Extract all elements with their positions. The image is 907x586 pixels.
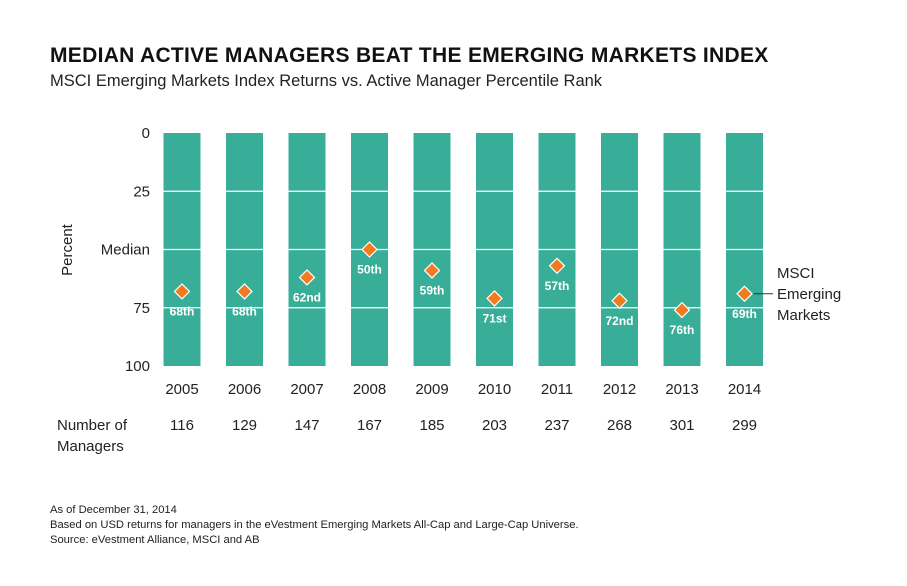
legend-label-line: Markets — [777, 307, 830, 324]
managers-count-2006: 129 — [232, 417, 257, 434]
legend-label-line: MSCI — [777, 265, 815, 282]
x-tick-label-2010: 2010 — [478, 381, 511, 398]
y-tick-label: 25 — [133, 183, 150, 200]
data-point-2010 — [486, 290, 503, 307]
y-axis-label: Percent — [59, 223, 76, 276]
data-point-2009 — [423, 262, 441, 279]
data-label-2011: 57th — [545, 279, 570, 293]
managers-count-2011: 237 — [544, 417, 569, 434]
footnote-date: As of December 31, 2014 — [50, 504, 177, 516]
managers-label: Managers — [57, 438, 124, 455]
y-ticks-layer: 0 25 Median 75 100 — [101, 125, 150, 375]
y-tick-label: 75 — [133, 300, 150, 317]
chart-subtitle: MSCI Emerging Markets Index Returns vs. … — [50, 72, 603, 90]
footnote-basis: Based on USD returns for managers in the… — [50, 519, 579, 531]
data-label-2008: 50th — [357, 263, 382, 277]
x-tick-label-2007: 2007 — [290, 381, 323, 398]
data-point-2014 — [736, 285, 753, 303]
points-layer: 68th 68th 62nd 50th 59th 71st 57th 72nd 76th 69th — [170, 241, 757, 337]
data-point-2008 — [361, 241, 378, 258]
data-point-2005 — [173, 283, 191, 300]
grid-layer — [161, 190, 765, 309]
x-tick-label-2013: 2013 — [665, 381, 698, 398]
legend-layer: MSCI Emerging Markets — [753, 265, 841, 324]
data-label-2006: 68th — [232, 304, 257, 318]
data-label-2007: 62nd — [293, 290, 321, 304]
footnotes: As of December 31, 2014 Based on USD ret… — [50, 503, 579, 548]
y-tick-label: Median — [101, 242, 150, 259]
x-tick-label-2014: 2014 — [728, 381, 761, 398]
managers-count-2012: 268 — [607, 417, 632, 434]
footnote-source: Source: eVestment Alliance, MSCI and AB — [50, 534, 260, 546]
managers-count-2014: 299 — [732, 417, 757, 434]
managers-count-2013: 301 — [669, 417, 694, 434]
data-point-2013 — [673, 301, 691, 319]
managers-label: Number of — [57, 417, 128, 434]
data-label-2013: 76th — [670, 323, 695, 337]
y-tick-label: 100 — [125, 358, 150, 375]
data-label-2014: 69th — [732, 307, 757, 321]
data-label-2012: 72nd — [605, 314, 633, 328]
x-tick-label-2009: 2009 — [415, 381, 448, 398]
chart: 0 25 Median 75 100 68th 68th 62nd 50th 59th 71st 5… — [57, 125, 841, 455]
legend-label-line: Emerging — [777, 286, 841, 303]
data-label-2010: 71st — [482, 311, 506, 325]
managers-count-2008: 167 — [357, 417, 382, 434]
data-point-2011 — [548, 257, 566, 275]
x-tick-label-2006: 2006 — [228, 381, 261, 398]
data-point-2006 — [236, 283, 253, 300]
x-tick-label-2005: 2005 — [165, 381, 198, 398]
managers-count-2007: 147 — [294, 417, 319, 434]
x-labels-layer: 2005 2006 2007 2008 2009 2010 2011 2012 2013 2014 — [165, 381, 761, 398]
x-tick-label-2008: 2008 — [353, 381, 386, 398]
managers-count-2009: 185 — [419, 417, 444, 434]
y-tick-label: 0 — [142, 125, 150, 142]
x-tick-label-2012: 2012 — [603, 381, 636, 398]
data-point-2012 — [611, 292, 628, 310]
managers-layer: Number of Managers 116 129 147 167 185 203 237 26… — [57, 417, 757, 455]
data-point-2007 — [298, 269, 316, 286]
managers-count-2005: 116 — [170, 417, 194, 434]
x-tick-label-2011: 2011 — [541, 381, 573, 398]
data-label-2009: 59th — [420, 283, 445, 297]
managers-count-2010: 203 — [482, 417, 507, 434]
chart-title: MEDIAN ACTIVE MANAGERS BEAT THE EMERGING… — [50, 44, 769, 67]
data-label-2005: 68th — [170, 304, 195, 318]
